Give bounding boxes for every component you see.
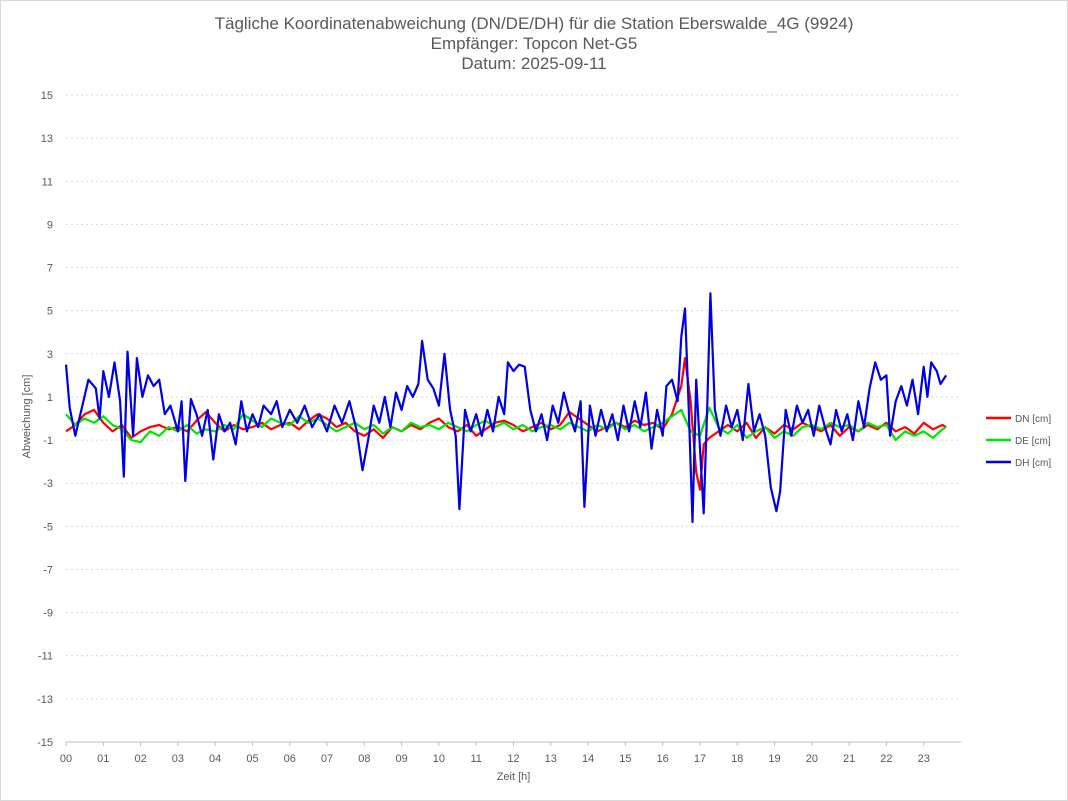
x-tick-label: 14	[582, 753, 594, 765]
x-tick-label: 11	[470, 753, 481, 765]
x-tick-label: 23	[918, 753, 930, 765]
x-tick-label: 22	[880, 753, 892, 765]
x-tick-label: 12	[507, 753, 519, 765]
x-tick-label: 00	[60, 753, 72, 765]
x-tick-label: 21	[843, 753, 855, 765]
x-tick-label: 15	[619, 753, 631, 765]
legend-label-dn: DN [cm]	[1015, 414, 1051, 425]
x-tick-label: 10	[433, 753, 445, 765]
x-tick-label: 20	[806, 753, 818, 765]
chart-title-line: Tägliche Koordinatenabweichung (DN/DE/DH…	[215, 14, 854, 33]
chart-title-group: Tägliche Koordinatenabweichung (DN/DE/DH…	[215, 14, 854, 73]
y-tick-label: 13	[41, 133, 53, 145]
series-line-dh	[64, 292, 948, 524]
x-tick-label: 06	[284, 753, 296, 765]
legend-label-de: DE [cm]	[1015, 436, 1051, 447]
y-tick-label: -7	[43, 564, 53, 576]
x-tick-label: 05	[246, 753, 258, 765]
x-tick-label: 17	[694, 753, 706, 765]
y-tick-label: 1	[47, 392, 53, 404]
series-line-de	[65, 406, 947, 444]
y-tick-label: 7	[47, 263, 53, 275]
x-tick-label: 02	[134, 753, 146, 765]
x-tick-label: 19	[768, 753, 780, 765]
y-tick-label: -1	[43, 435, 53, 447]
axes	[65, 741, 961, 746]
y-axis-label: Abweichung [cm]	[21, 375, 33, 459]
chart-title-line: Datum: 2025-09-11	[461, 54, 606, 73]
y-tick-label: -9	[43, 608, 53, 620]
x-tick-label: 04	[209, 753, 221, 765]
x-tick-label: 18	[731, 753, 743, 765]
y-tick-label: -15	[37, 737, 53, 749]
x-tick-label: 07	[321, 753, 333, 765]
y-tick-label: -11	[38, 651, 53, 663]
y-tick-label: 11	[42, 176, 53, 188]
y-tick-label: 5	[47, 306, 53, 318]
legend: DN [cm] DE [cm] DH [cm]	[986, 414, 1051, 469]
x-tick-labels: 00 01 02 03 04 05 06 07 08 09 10 11 12 13 14 15 16 17 18 19…	[60, 753, 930, 765]
y-tick-label: -3	[43, 478, 53, 490]
x-tick-label: 03	[172, 753, 184, 765]
chart-title-line: Empfänger: Topcon Net-G5	[431, 34, 638, 53]
series-lines	[64, 292, 948, 524]
x-tick-label: 09	[396, 753, 408, 765]
y-tick-label: -5	[43, 521, 53, 533]
x-axis-label: Zeit [h]	[497, 771, 531, 783]
legend-label-dh: DH [cm]	[1015, 458, 1051, 469]
y-tick-label: 15	[41, 90, 53, 102]
x-tick-label: 01	[97, 753, 109, 765]
y-tick-label: 3	[47, 349, 53, 361]
y-tick-label: 9	[47, 219, 53, 231]
x-tick-label: 13	[545, 753, 557, 765]
y-tick-label: -13	[37, 694, 53, 706]
x-tick-label: 16	[657, 753, 669, 765]
x-tick-label: 08	[358, 753, 370, 765]
y-tick-labels: 15 13 11 9 7 5 3 1 -1 -3 -5 -7 -9 -11 -13 -15	[37, 90, 53, 749]
